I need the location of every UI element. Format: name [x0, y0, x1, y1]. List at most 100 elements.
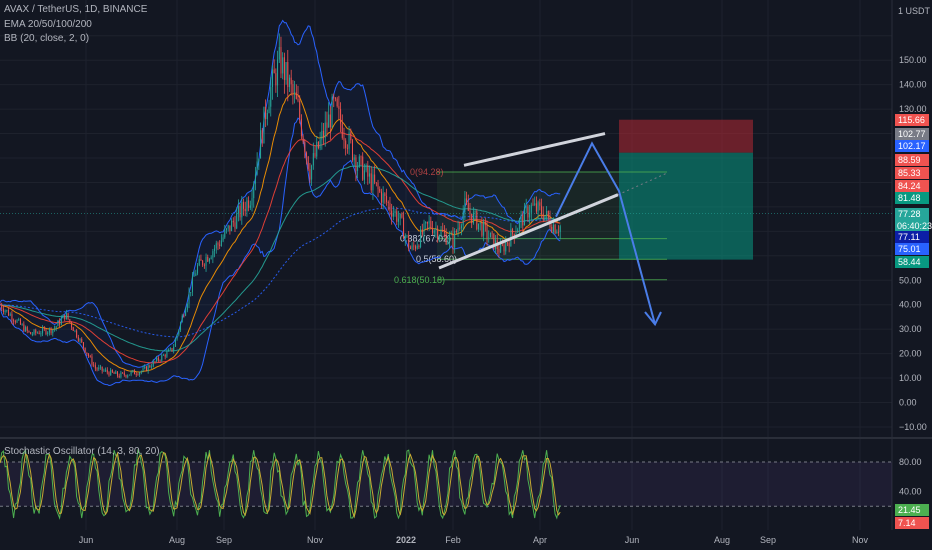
candle-body: [535, 203, 537, 212]
candle-body: [457, 227, 459, 233]
candle-body: [50, 328, 52, 334]
candle-body: [382, 193, 384, 203]
candle-body: [481, 222, 483, 236]
candle-body: [387, 201, 389, 204]
candle-body: [372, 174, 374, 191]
candle-body: [200, 259, 202, 261]
bb-legend[interactable]: BB (20, close, 2, 0): [4, 33, 90, 44]
stochastic-legend[interactable]: Stochastic Oscillator (14, 3, 80, 20): [4, 446, 160, 457]
candle-body: [479, 222, 481, 224]
ema-50-line: [0, 132, 561, 364]
fib-label: 0(94.28): [410, 167, 444, 177]
y-tick-label: 10.00: [899, 373, 922, 383]
candle-body: [254, 174, 256, 184]
price-badge: [895, 128, 929, 140]
ema-20-line: [0, 93, 561, 373]
candle-body: [483, 221, 485, 236]
candle-body: [82, 342, 84, 348]
candle-body: [118, 375, 120, 378]
candle-body: [539, 202, 541, 206]
candle-body: [421, 229, 423, 235]
candle-body: [333, 97, 335, 99]
candle-body: [265, 106, 267, 120]
candle-body: [288, 77, 290, 88]
channel-upper-line: [463, 132, 606, 167]
candle-body: [323, 130, 325, 138]
price-badge: [895, 256, 929, 268]
candle-body: [156, 357, 158, 362]
candle-body: [59, 320, 61, 325]
candle-body: [241, 201, 243, 218]
candle-body: [394, 211, 396, 214]
candle-body: [135, 374, 137, 376]
candle-body: [36, 332, 38, 334]
candle-body: [147, 365, 149, 371]
candle-body: [406, 235, 408, 237]
candle-body: [273, 69, 275, 74]
candle-body: [552, 225, 554, 232]
candle-body: [84, 347, 86, 353]
candle-body: [256, 161, 258, 175]
y-tick-label: 50.00: [899, 275, 922, 285]
candle-body: [120, 372, 122, 378]
candles: [0, 33, 561, 379]
candle-body: [1, 304, 3, 309]
ema-legend[interactable]: EMA 20/50/100/200: [4, 19, 92, 30]
candle-body: [60, 318, 62, 325]
price-badge: [895, 114, 929, 126]
drawing-layer-front: [438, 132, 669, 327]
x-tick-label: Aug: [169, 535, 185, 545]
candle-body: [331, 97, 333, 128]
candle-body: [79, 339, 81, 341]
candle-body: [142, 368, 144, 372]
candle-body: [445, 232, 447, 245]
y-tick-label: 20.00: [899, 349, 922, 359]
price-badge: [895, 243, 929, 255]
candle-body: [418, 245, 420, 248]
candle-body: [546, 211, 548, 216]
candle-body: [300, 118, 302, 137]
currency-label[interactable]: 1 USDT: [898, 6, 931, 16]
countdown-text: 06:40:23: [897, 221, 932, 231]
candle-body: [517, 229, 519, 233]
candle-body: [127, 375, 129, 377]
candle-body: [498, 249, 500, 253]
candle-body: [159, 360, 161, 362]
price-badge: [895, 180, 929, 192]
candle-body: [244, 208, 246, 212]
candle-body: [169, 348, 171, 350]
candle-body: [174, 339, 176, 347]
countdown-badge: [895, 220, 929, 231]
candle-body: [67, 313, 69, 320]
candle-body: [168, 349, 170, 352]
take-profit-zone: [619, 152, 753, 260]
candle-body: [374, 174, 376, 183]
candle-body: [183, 315, 185, 317]
candle-body: [229, 225, 231, 232]
candle-body: [338, 106, 340, 110]
price-badge-text: 84.24: [898, 181, 921, 191]
candle-body: [355, 157, 357, 171]
candle-body: [379, 189, 381, 192]
candle-body: [317, 141, 319, 148]
candle-body: [134, 370, 136, 375]
fib-label: 0.382(67.02): [400, 234, 451, 244]
candle-body: [503, 244, 505, 252]
candle-body: [45, 329, 47, 335]
price-badge-text: 102.77: [898, 129, 926, 139]
osc-y-tick-label: 80.00: [899, 457, 922, 467]
candle-body: [48, 328, 50, 333]
candle-body: [403, 217, 405, 239]
candle-body: [413, 245, 415, 247]
candle-body: [40, 333, 42, 335]
candle-body: [173, 346, 175, 351]
candle-body: [438, 235, 440, 239]
candle-body: [86, 352, 88, 355]
candle-body: [471, 213, 473, 224]
candle-body: [239, 206, 241, 218]
candle-body: [307, 156, 309, 170]
candle-body: [253, 183, 255, 199]
stoch-band: [0, 462, 892, 507]
